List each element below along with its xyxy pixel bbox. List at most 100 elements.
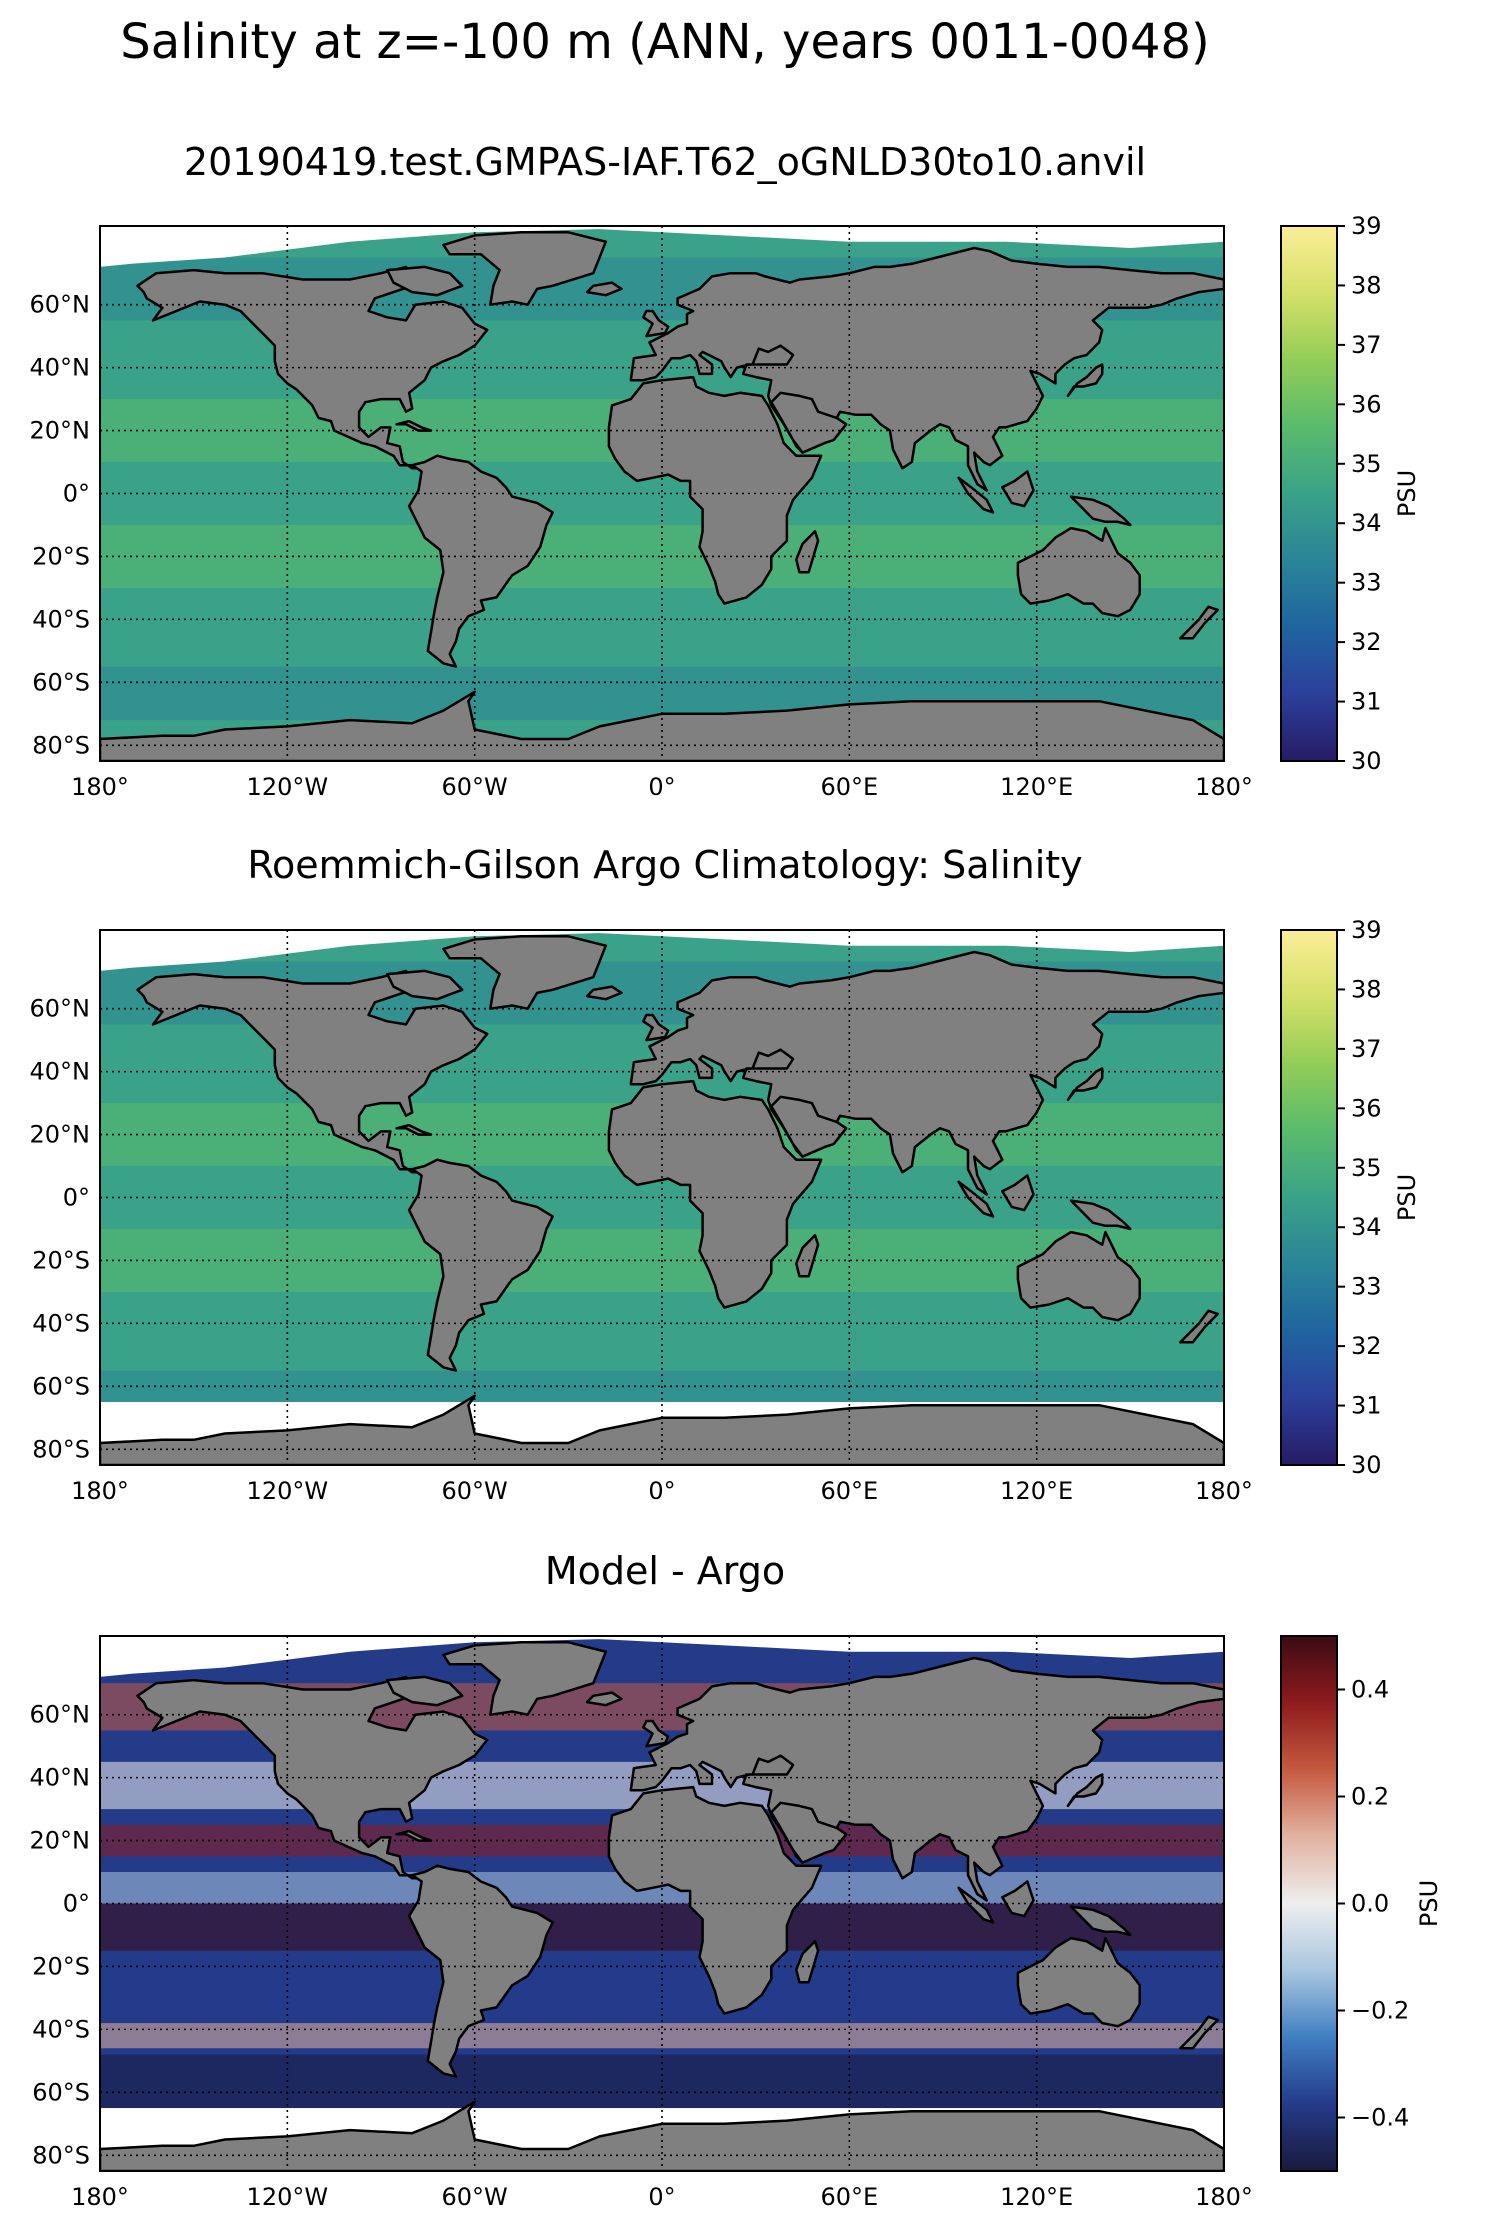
land-japan xyxy=(1066,363,1104,398)
panel-title-model: 20190419.test.GMPAS-IAF.T62_oGNLD30to10.… xyxy=(183,140,1147,184)
land-iceland xyxy=(585,985,623,1001)
colorbar-tick-label: 37 xyxy=(1351,331,1382,359)
lat-tick-label: 60°S xyxy=(32,2078,90,2106)
colorbar-tick-label: 31 xyxy=(1351,688,1382,716)
land-newzealand xyxy=(1179,2015,1220,2050)
colorbar-tick-label: 38 xyxy=(1351,271,1382,299)
land-sumatra xyxy=(957,476,995,514)
colorbar-tick-label: 35 xyxy=(1351,1154,1382,1182)
lon-tick-label: 60°W xyxy=(442,2183,508,2211)
lon-tick-label: 180° xyxy=(1195,773,1253,801)
colorbar-tick-label: 30 xyxy=(1351,1451,1382,1479)
colorbar-tick-label: 32 xyxy=(1351,628,1382,656)
land-antarctica xyxy=(100,1394,1224,1465)
land-newzealand xyxy=(1179,1309,1220,1344)
land-madagascar xyxy=(795,1940,820,1984)
land-australia xyxy=(1016,1230,1141,1322)
land-borneo xyxy=(1001,1880,1035,1918)
land-africa xyxy=(607,375,823,605)
land-arabia xyxy=(770,391,848,454)
colorbar-tick-label: 33 xyxy=(1351,1273,1382,1301)
land-greenland xyxy=(442,935,608,1010)
land-newzealand xyxy=(1179,605,1220,640)
figure-title: Salinity at z=-100 m (ANN, years 0011-00… xyxy=(120,14,1210,70)
lon-tick-label: 60°E xyxy=(820,1477,878,1505)
land-newguinea xyxy=(1069,1199,1132,1231)
lat-tick-label: 60°S xyxy=(32,1372,90,1400)
colorbar-tick-label: 31 xyxy=(1351,1392,1382,1420)
panel-title-argo: Roemmich-Gilson Argo Climatology: Salini… xyxy=(247,843,1083,887)
land-japan xyxy=(1066,1067,1104,1102)
land-borneo xyxy=(1001,1174,1035,1212)
colorbar xyxy=(1280,1635,1338,2172)
lon-tick-label: 60°W xyxy=(442,1477,508,1505)
lon-tick-label: 0° xyxy=(648,2183,675,2211)
lat-tick-label: 80°S xyxy=(32,2141,90,2169)
colorbar-label: PSU xyxy=(1393,1174,1421,1221)
lat-tick-label: 20°S xyxy=(32,1952,90,1980)
lon-tick-label: 0° xyxy=(648,773,675,801)
colorbar-tick-label: 34 xyxy=(1351,509,1382,537)
map-frame xyxy=(99,225,1225,762)
land-australia xyxy=(1016,526,1141,618)
lat-tick-label: 0° xyxy=(63,480,90,508)
no-data-region xyxy=(100,930,1224,971)
land-baffin xyxy=(385,265,464,297)
lat-tick-label: 60°N xyxy=(30,1701,91,1729)
land-northamerica xyxy=(136,265,489,470)
colorbar-tick-label: 32 xyxy=(1351,1332,1382,1360)
land-madagascar xyxy=(795,530,820,574)
land-sumatra xyxy=(957,1180,995,1218)
lon-tick-label: 180° xyxy=(1195,1477,1253,1505)
land-greenland xyxy=(442,231,608,306)
lon-tick-label: 180° xyxy=(1195,2183,1253,2211)
lon-tick-label: 0° xyxy=(648,1477,675,1505)
colorbar-tick-label: 36 xyxy=(1351,1094,1382,1122)
lon-tick-label: 60°E xyxy=(820,2183,878,2211)
land-japan xyxy=(1066,1773,1104,1808)
land-eurasia xyxy=(629,1656,1224,1902)
lat-tick-label: 20°N xyxy=(30,1827,91,1855)
lat-tick-label: 0° xyxy=(63,1184,90,1212)
lon-tick-label: 60°E xyxy=(820,773,878,801)
panel-title-difference: Model - Argo xyxy=(544,1549,786,1593)
land-iceland xyxy=(585,1691,623,1707)
land-africa xyxy=(607,1079,823,1309)
land-newguinea xyxy=(1069,1905,1132,1937)
lon-tick-label: 180° xyxy=(71,2183,129,2211)
land-northamerica xyxy=(136,969,489,1174)
land-borneo xyxy=(1001,470,1035,508)
map-frame xyxy=(99,1635,1225,2172)
colorbar-tick-label: 33 xyxy=(1351,569,1382,597)
land-antarctica xyxy=(100,2100,1224,2171)
no-data-region xyxy=(100,1636,1224,1677)
colorbar-tick-label: 0.4 xyxy=(1351,1676,1389,1704)
colorbar-tick-label: 34 xyxy=(1351,1213,1382,1241)
land-greenland xyxy=(442,1641,608,1716)
land-madagascar xyxy=(795,1234,820,1278)
colorbar xyxy=(1280,225,1338,762)
colorbar-tick-label: 36 xyxy=(1351,390,1382,418)
land-baffin xyxy=(385,969,464,1001)
lat-tick-label: 0° xyxy=(63,1890,90,1918)
land-southamerica xyxy=(407,1864,554,2078)
lon-tick-label: 120°E xyxy=(1000,2183,1073,2211)
colorbar xyxy=(1280,929,1338,1466)
land-antarctica xyxy=(100,690,1224,761)
colorbar-tick-label: −0.2 xyxy=(1351,1997,1409,2025)
map-frame xyxy=(99,929,1225,1466)
lat-tick-label: 20°S xyxy=(32,1246,90,1274)
lon-tick-label: 120°W xyxy=(247,773,329,801)
lon-tick-label: 180° xyxy=(71,773,129,801)
lat-tick-label: 80°S xyxy=(32,731,90,759)
lat-tick-label: 40°N xyxy=(30,1058,91,1086)
no-data-region xyxy=(100,226,1224,267)
colorbar-tick-label: 37 xyxy=(1351,1035,1382,1063)
colorbar-tick-label: 30 xyxy=(1351,747,1382,775)
lon-tick-label: 120°E xyxy=(1000,1477,1073,1505)
colorbar-label: PSU xyxy=(1415,1880,1443,1927)
land-northamerica xyxy=(136,1675,489,1880)
colorbar-tick-label: 38 xyxy=(1351,975,1382,1003)
